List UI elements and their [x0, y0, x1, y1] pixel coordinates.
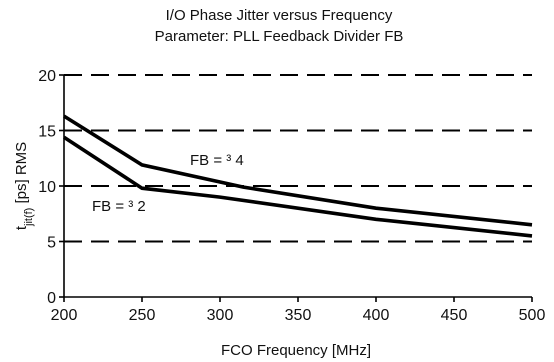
x-tick-label-450: 450 [441, 307, 468, 324]
series-line-fb-2 [63, 135, 533, 238]
y-tick-label-20: 20 [38, 68, 56, 85]
y-tick-label-5: 5 [47, 235, 56, 252]
series-lines [63, 114, 533, 238]
x-tick-label-350: 350 [285, 307, 312, 324]
annotation-fb-4: FB = ³ 4 [190, 152, 244, 169]
x-tick-label-500: 500 [519, 307, 546, 324]
annotation-fb-2: FB = ³ 2 [92, 198, 146, 215]
y-tick-label-15: 15 [38, 124, 56, 141]
x-tick-label-400: 400 [363, 307, 390, 324]
chart-subtitle: Parameter: PLL Feedback Divider FB [155, 28, 404, 45]
y-tick-label-10: 10 [38, 179, 56, 196]
y-axis-label: tjit(f) [ps] RMS [13, 142, 35, 230]
y-axis-label-rest: [ps] RMS [13, 142, 30, 208]
chart-title: I/O Phase Jitter versus Frequency [166, 7, 393, 24]
x-axis-label: FCO Frequency [MHz] [221, 342, 371, 359]
series-line-fb-4 [63, 114, 533, 227]
y-axis-label-sub: jit(f) [23, 208, 35, 227]
x-tick-label-200: 200 [51, 307, 78, 324]
gridlines [64, 74, 532, 243]
y-tick-label-0: 0 [47, 290, 56, 307]
y-axis-label-main: t [13, 225, 30, 230]
axis-ticks: 0 5 10 15 20 200 250 300 350 400 450 500 [38, 68, 545, 324]
x-tick-label-250: 250 [129, 307, 156, 324]
x-tick-label-300: 300 [207, 307, 234, 324]
